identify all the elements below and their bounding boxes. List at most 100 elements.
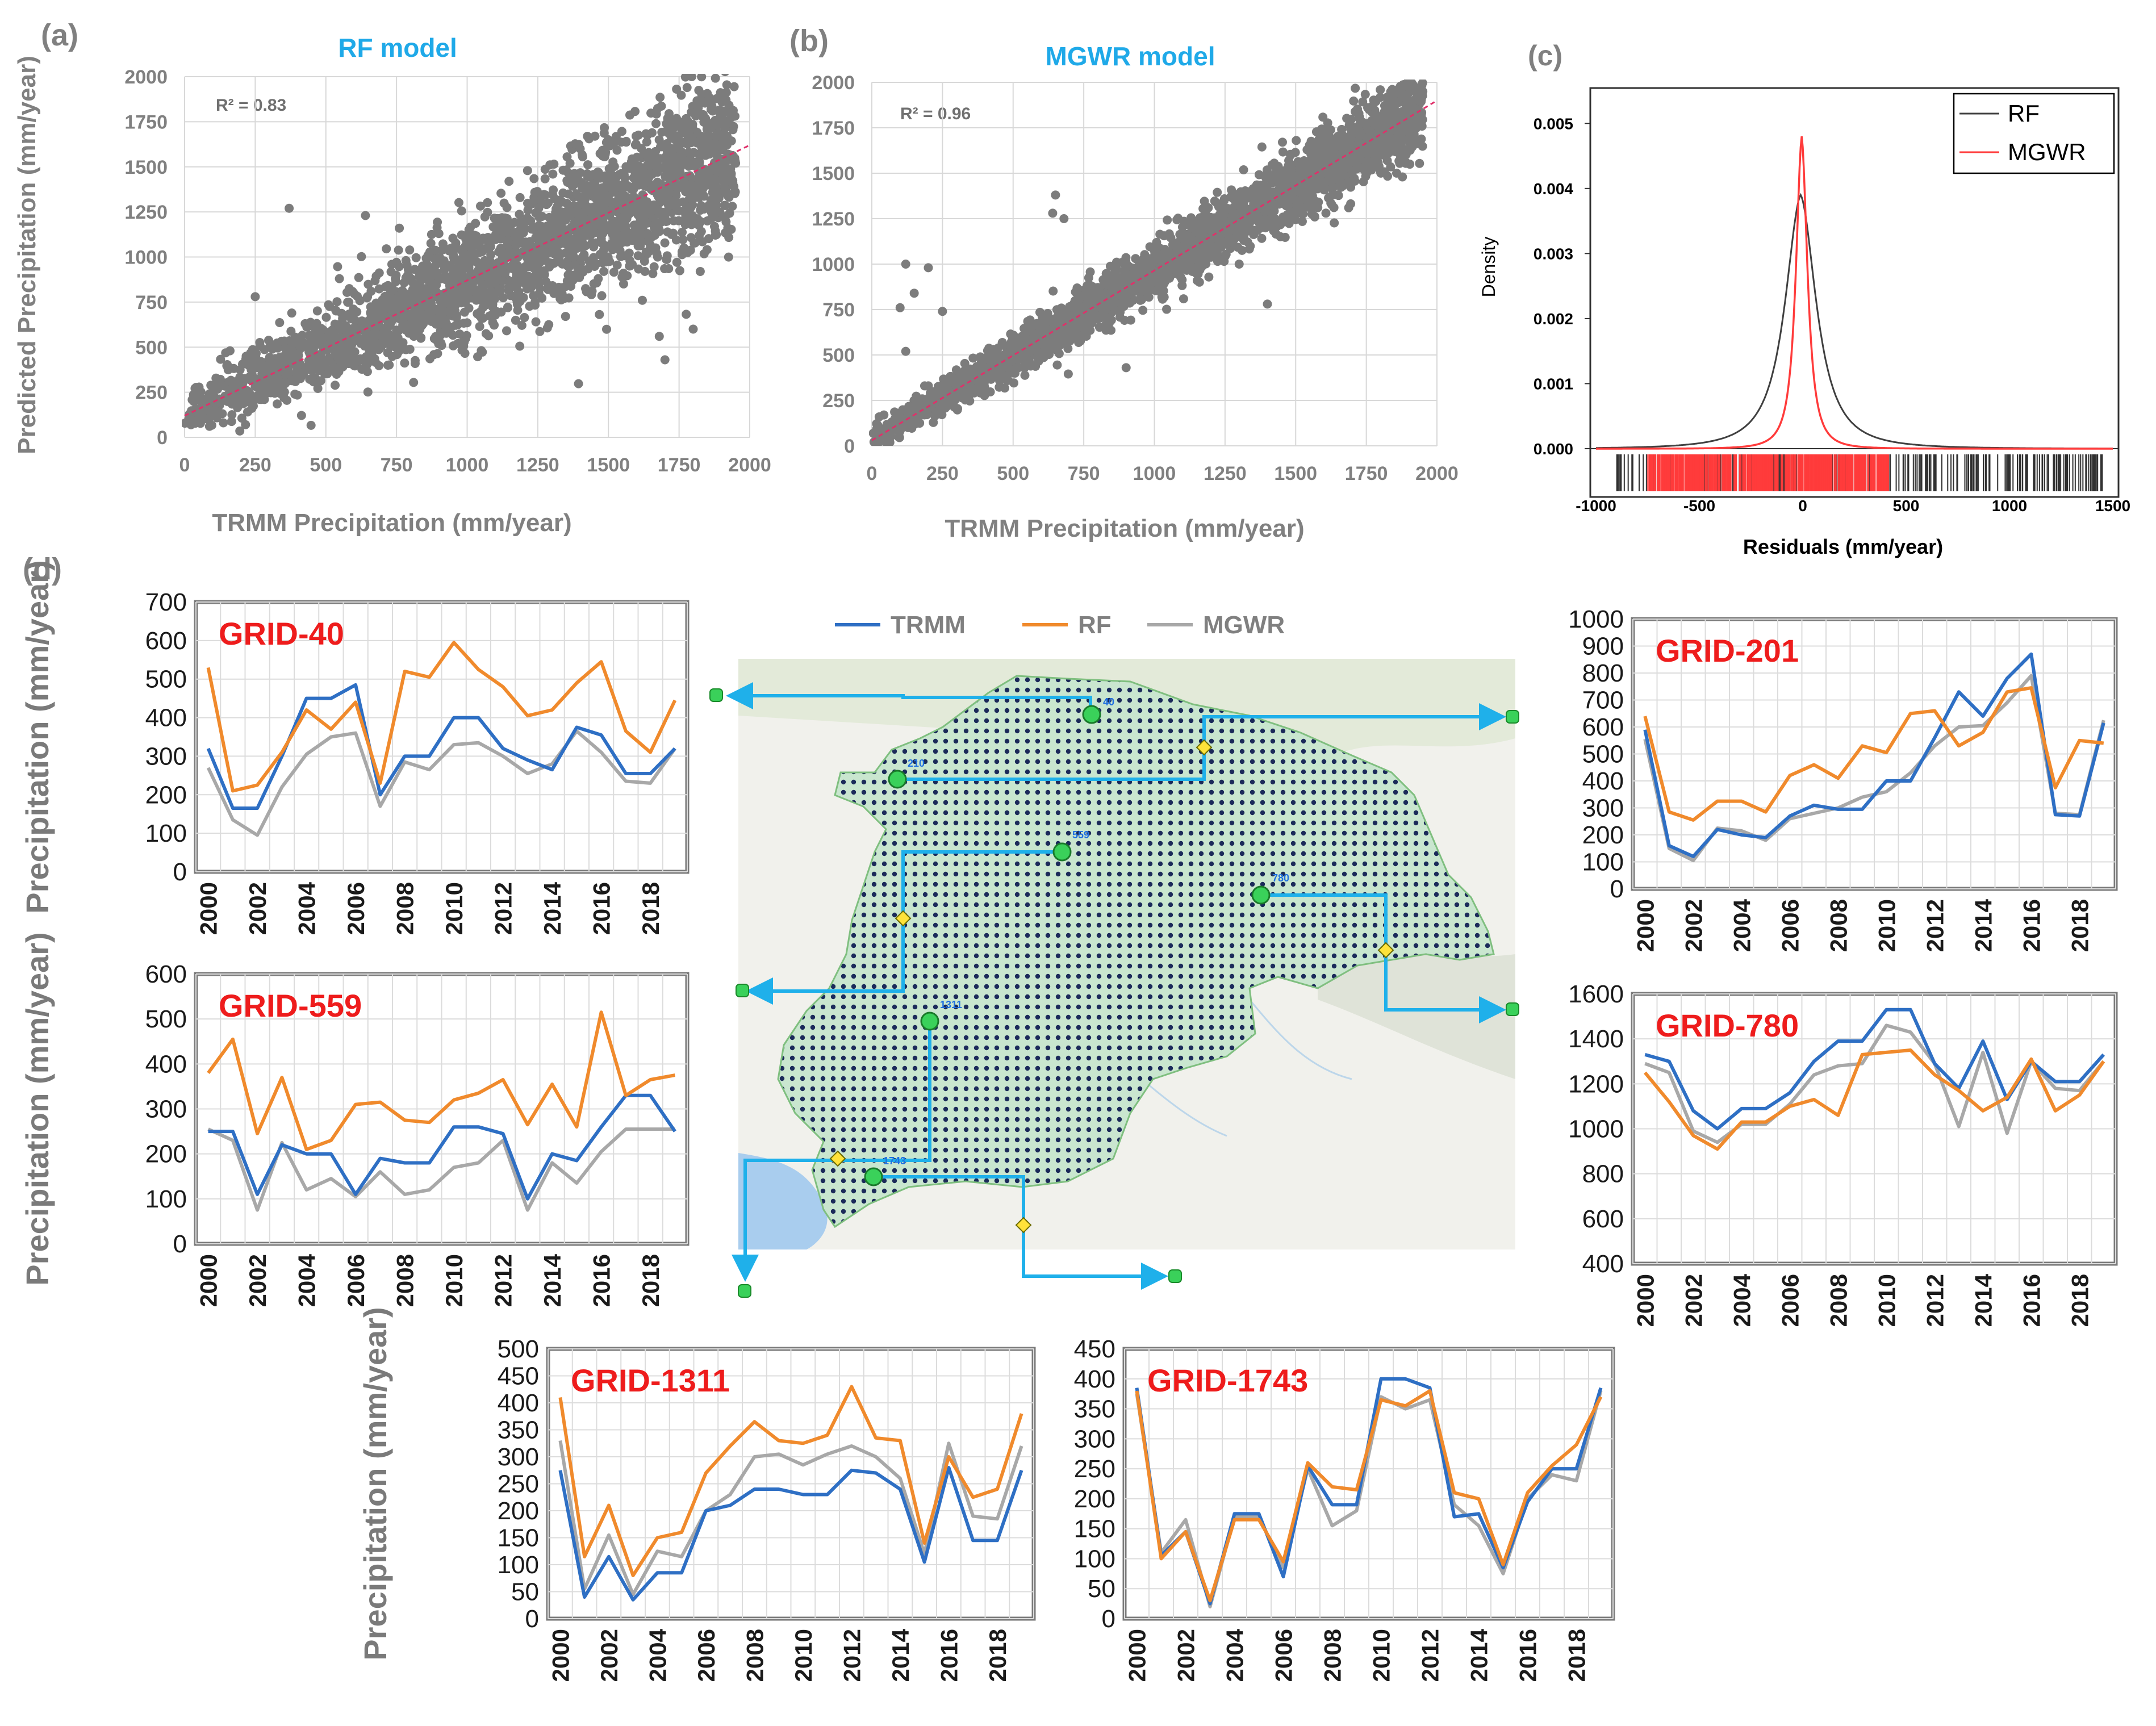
scatter-point [1099,321,1109,331]
x-tick-label: 500 [310,454,342,476]
scatter-point [637,144,646,153]
scatter-point [678,235,688,245]
scatter-point [612,260,622,270]
scatter-point [529,291,538,300]
scatter-point [696,200,706,210]
scatter-point [338,314,348,323]
scatter-point [584,256,594,266]
scatter-point [1071,287,1080,297]
scatter-point [255,383,265,393]
scatter-point [391,334,400,344]
scatter-point [1257,142,1267,152]
scatter-point [191,383,201,392]
scatter-point [357,252,366,261]
rf-y-axis-label: Predicted Precipitation (mm/year) [13,56,41,454]
scatter-point [679,43,688,52]
scatter-point [726,171,736,181]
scatter-point [678,197,688,207]
scatter-point [1138,306,1148,315]
scatter-point [624,248,634,258]
scatter-point [699,51,708,60]
scatter-point [933,382,943,391]
scatter-point [597,291,607,300]
scatter-point [558,211,568,220]
scatter-point [469,254,478,264]
scatter-point [634,130,644,140]
scatter-point [370,317,379,327]
scatter-point [366,310,376,319]
scatter-point [1380,149,1389,159]
scatter-point [1253,182,1263,191]
scatter-point [584,187,594,197]
scatter-point [1009,378,1018,388]
scatter-point [433,349,442,358]
scatter-point [345,346,355,356]
scatter-point [405,245,415,255]
scatter-point [1253,225,1263,235]
scatter-point [612,145,622,155]
scatter-point [354,273,363,282]
scatter-point [929,417,938,427]
scatter-point [534,212,544,222]
scatter-point [429,334,439,344]
scatter-point [1244,244,1254,254]
scatter-point [589,279,599,289]
scatter-point [692,137,702,147]
scatter-point [1093,283,1102,292]
scatter-point [238,399,248,408]
scatter-point [672,206,682,215]
scatter-point [290,389,300,399]
scatter-point [408,329,417,339]
scatter-point [1004,348,1014,357]
x-tick-label: 1500 [1274,463,1317,484]
scatter-point [409,378,419,387]
scatter-point [451,320,461,330]
scatter-point [419,264,428,274]
mgwr-scatter-plot: MGWR model R² = 0.96 TRMM Precipitation … [812,41,1458,542]
scatter-point [405,320,415,329]
scatter-point [588,224,598,233]
mgwr-x-ticks: 0 250 500 750 1000 1250 1500 1750 2000 [867,463,1459,484]
scatter-point [459,307,469,317]
scatter-point [499,198,509,208]
scatter-point [1131,254,1140,264]
scatter-point [724,116,733,126]
scatter-point [455,263,465,273]
scatter-point [548,169,558,179]
scatter-point [995,382,1004,392]
scatter-point [382,244,391,254]
scatter-point-outlier [598,151,608,161]
scatter-point [400,358,410,368]
scatter-point-outlier [434,229,444,239]
scatter-point [267,342,277,352]
scatter-point [341,321,350,331]
scatter-point [279,379,289,388]
scatter-point [609,187,619,197]
scatter-point [266,374,275,383]
scatter-point-outlier [703,216,712,225]
scatter-point [397,340,407,350]
scatter-point [1106,315,1116,325]
scatter-point [431,260,441,270]
scatter-point [330,332,340,342]
scatter-point [491,235,500,244]
scatter-point [730,51,739,60]
scatter-point [605,141,615,151]
scatter-point [540,174,550,183]
scatter-point [374,284,384,294]
scatter-point [988,354,997,363]
scatter-point [473,352,483,362]
scatter-point [687,74,696,82]
scatter-point [681,211,691,221]
scatter-point [1330,218,1339,228]
x-tick-label: 1750 [1345,463,1388,484]
scatter-point [488,317,498,327]
scatter-point [298,331,307,340]
scatter-point [641,247,651,257]
scatter-point [711,74,720,83]
scatter-point [721,87,731,97]
y-tick-label: 1500 [124,157,168,178]
scatter-point [531,317,541,327]
scatter-point [527,282,536,291]
